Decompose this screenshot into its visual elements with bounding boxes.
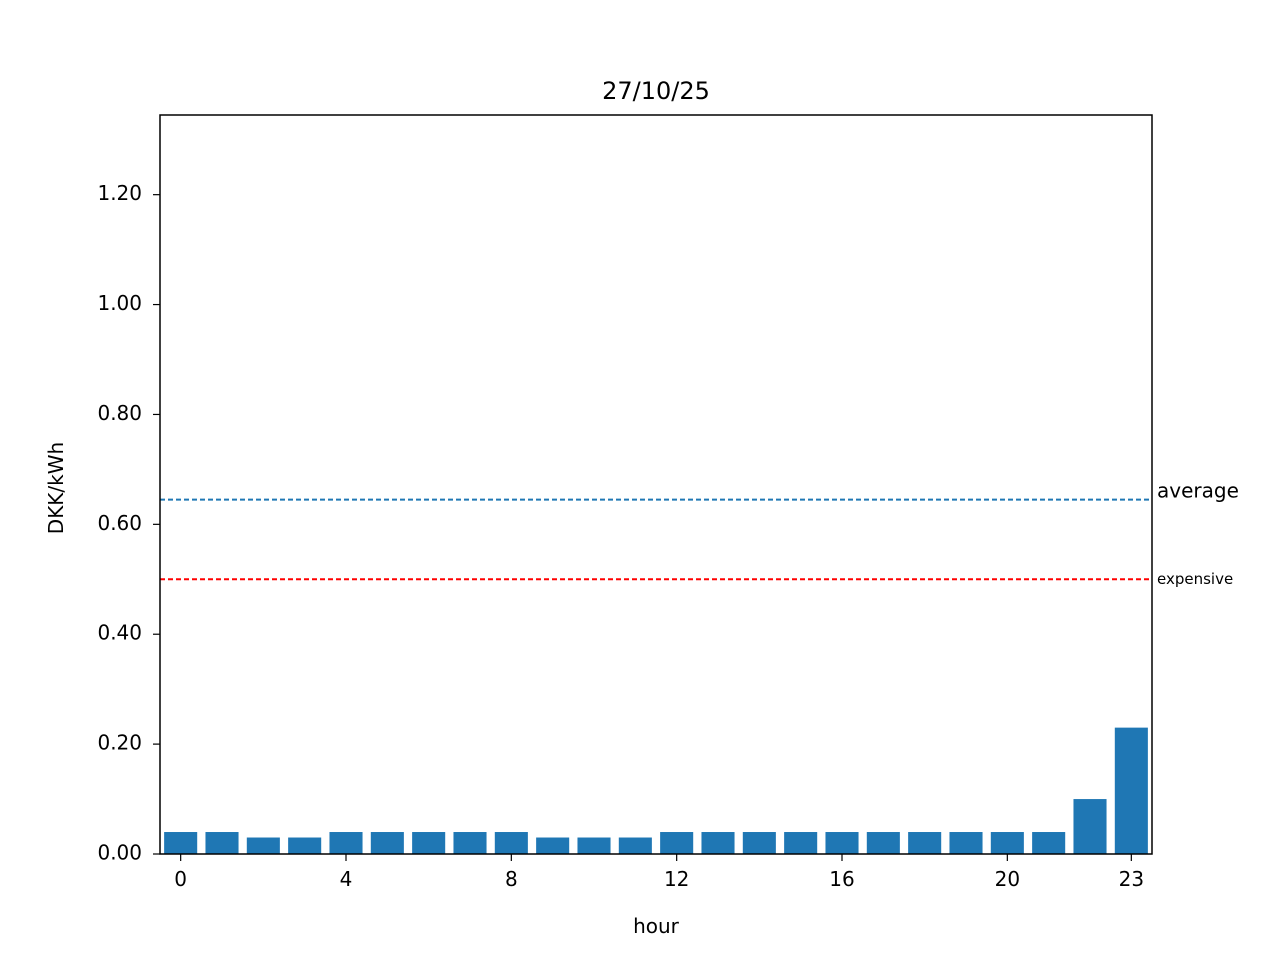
x-tick-label: 8 <box>505 867 518 891</box>
reference-lines-group: average expensive <box>160 479 1239 588</box>
bar-hour-4 <box>329 832 363 854</box>
bar-hour-8 <box>494 832 528 854</box>
bars-group <box>164 727 1148 854</box>
bar-hour-13 <box>701 832 735 854</box>
bar-hour-16 <box>825 832 859 854</box>
bar-hour-1 <box>205 832 239 854</box>
y-tick-label: 0.40 <box>97 621 142 645</box>
plot-frame <box>159 114 1153 855</box>
bar-hour-22 <box>1073 799 1107 854</box>
chart-title: 27/10/25 <box>602 77 710 105</box>
bar-hour-9 <box>536 837 570 854</box>
x-axis-ticks: 0 4 8 12 16 20 23 <box>174 854 1144 891</box>
y-tick-label: 0.00 <box>97 841 142 865</box>
x-tick-label: 16 <box>829 867 854 891</box>
y-tick-label: 0.80 <box>97 401 142 425</box>
bar-hour-20 <box>990 832 1024 854</box>
y-tick-label: 0.20 <box>97 731 142 755</box>
x-tick-label: 20 <box>995 867 1020 891</box>
bar-hour-12 <box>660 832 694 854</box>
x-tick-label: 23 <box>1119 867 1144 891</box>
x-tick-label: 0 <box>174 867 187 891</box>
bar-hour-5 <box>370 832 404 854</box>
y-tick-label: 1.00 <box>97 291 142 315</box>
bar-hour-21 <box>1032 832 1066 854</box>
y-axis-ticks: 0.00 0.20 0.40 0.60 0.80 1.00 1.20 <box>97 181 160 865</box>
y-tick-label: 1.20 <box>97 181 142 205</box>
bar-hour-3 <box>288 837 322 854</box>
bar-hour-10 <box>577 837 611 854</box>
bar-hour-15 <box>784 832 818 854</box>
x-axis-label: hour <box>633 914 680 938</box>
bar-hour-7 <box>453 832 487 854</box>
expensive-line-label: expensive <box>1157 570 1233 588</box>
bar-hour-18 <box>908 832 942 854</box>
bar-hour-6 <box>412 832 446 854</box>
x-tick-label: 12 <box>664 867 689 891</box>
bar-hour-0 <box>164 832 198 854</box>
bar-hour-23 <box>1114 727 1148 854</box>
x-tick-label: 4 <box>340 867 353 891</box>
bar-hour-17 <box>866 832 900 854</box>
bar-hour-2 <box>246 837 280 854</box>
bar-hour-11 <box>618 837 652 854</box>
average-line-label: average <box>1157 479 1239 503</box>
y-axis-label: DKK/kWh <box>44 442 68 534</box>
y-tick-label: 0.60 <box>97 511 142 535</box>
bar-hour-19 <box>949 832 983 854</box>
bar-hour-14 <box>742 832 776 854</box>
